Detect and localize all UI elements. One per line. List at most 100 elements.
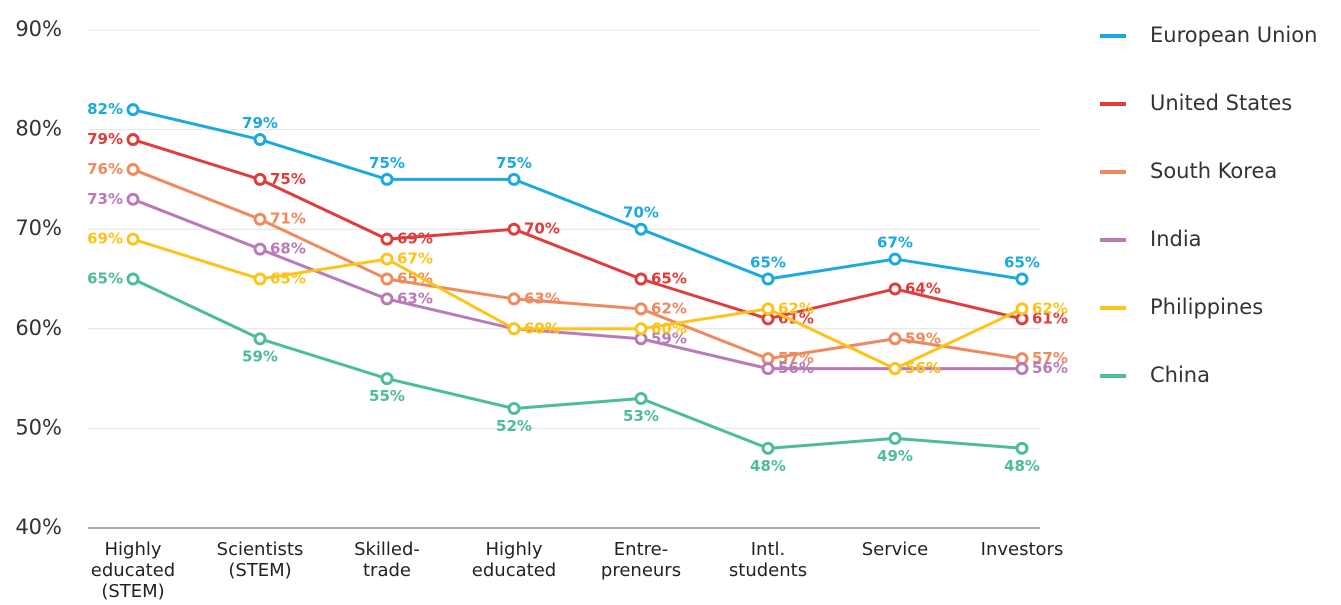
value-label: 65%	[1004, 254, 1040, 272]
value-label: 61%	[1032, 309, 1068, 327]
point	[380, 172, 394, 186]
x-tick-line: Highly	[485, 539, 542, 560]
point	[507, 292, 521, 306]
x-tick-line: Entre-	[614, 539, 668, 560]
point	[126, 192, 140, 206]
point	[126, 232, 140, 246]
point	[888, 282, 902, 296]
value-label: 65%	[270, 270, 306, 288]
x-tick-label: Entre-preneurs	[601, 539, 681, 581]
x-tick-line: Intl.	[751, 539, 786, 560]
point	[507, 172, 521, 186]
value-label: 68%	[270, 240, 306, 258]
value-label: 59%	[905, 329, 941, 347]
point	[380, 372, 394, 386]
x-tick-line: students	[729, 560, 807, 581]
value-label: 65%	[750, 254, 786, 272]
value-label: 71%	[270, 210, 306, 228]
point	[761, 441, 775, 455]
y-tick-label: 60%	[15, 316, 62, 340]
value-label: 59%	[651, 329, 687, 347]
value-label: 65%	[397, 270, 433, 288]
value-label: 79%	[242, 114, 278, 132]
point	[761, 272, 775, 286]
series-line	[132, 138, 1023, 321]
point	[253, 242, 267, 256]
point	[380, 292, 394, 306]
value-label: 67%	[397, 250, 433, 268]
point	[1015, 302, 1029, 316]
value-label: 59%	[242, 347, 278, 365]
value-label: 60%	[524, 319, 560, 337]
point	[253, 272, 267, 286]
value-label: 67%	[877, 234, 913, 252]
point	[634, 392, 648, 406]
value-label: 61%	[778, 309, 814, 327]
value-label: 56%	[1032, 359, 1068, 377]
point	[380, 232, 394, 246]
point	[888, 362, 902, 376]
value-label: 55%	[369, 387, 405, 405]
x-tick-line: Service	[862, 539, 929, 560]
value-label: 64%	[905, 279, 941, 297]
value-label: 62%	[1032, 299, 1068, 317]
value-label: 75%	[270, 170, 306, 188]
y-tick-label: 70%	[15, 216, 62, 240]
value-label: 57%	[1032, 349, 1068, 367]
point	[253, 332, 267, 346]
value-label: 52%	[496, 417, 532, 435]
point	[888, 332, 902, 346]
x-tick-line: Skilled-	[354, 539, 420, 560]
value-label: 70%	[623, 204, 659, 222]
point	[253, 212, 267, 226]
value-label: 48%	[750, 457, 786, 475]
x-tick-line: trade	[363, 560, 411, 581]
y-tick-label: 80%	[15, 117, 62, 141]
point	[126, 272, 140, 286]
value-label: 63%	[524, 289, 560, 307]
x-tick-label: Intl. students	[729, 539, 807, 581]
point	[507, 222, 521, 236]
point	[380, 252, 394, 266]
x-tick-line: Highly	[104, 539, 161, 560]
series-line	[132, 277, 1023, 450]
x-tick-label: Skilled-trade	[354, 539, 420, 581]
value-label: 62%	[778, 299, 814, 317]
y-tick-label: 90%	[15, 17, 62, 41]
series-line	[132, 197, 1022, 371]
series-line	[132, 237, 1023, 371]
value-label: 70%	[524, 220, 560, 238]
value-label: 69%	[87, 230, 123, 248]
value-label: 63%	[397, 289, 433, 307]
value-label: 49%	[877, 447, 913, 465]
x-tick-label: Service	[862, 539, 929, 560]
point	[634, 302, 648, 316]
x-tick-line: (STEM)	[101, 581, 164, 602]
value-label: 65%	[87, 270, 123, 288]
x-tick-label: Scientists (STEM)	[217, 539, 304, 581]
x-tick-line: educated	[91, 560, 175, 581]
value-label: 57%	[778, 349, 814, 367]
point	[888, 431, 902, 445]
point	[380, 272, 394, 286]
point	[253, 172, 267, 186]
value-label: 69%	[397, 230, 433, 248]
x-tick-label: Highly educated (STEM)	[91, 539, 175, 602]
legend-label: European Union	[1150, 23, 1317, 47]
point	[634, 322, 648, 336]
point	[888, 252, 902, 266]
series-line	[132, 108, 1023, 281]
value-label: 79%	[87, 130, 123, 148]
point	[1015, 441, 1029, 455]
legend-label: India	[1150, 227, 1202, 251]
series-line	[132, 168, 1023, 361]
point	[507, 401, 521, 415]
value-label: 75%	[369, 154, 405, 172]
point	[634, 222, 648, 236]
value-label: 62%	[651, 299, 687, 317]
point	[253, 133, 267, 147]
point	[126, 103, 140, 117]
legend-label: United States	[1150, 91, 1292, 115]
y-tick-label: 40%	[15, 515, 62, 539]
